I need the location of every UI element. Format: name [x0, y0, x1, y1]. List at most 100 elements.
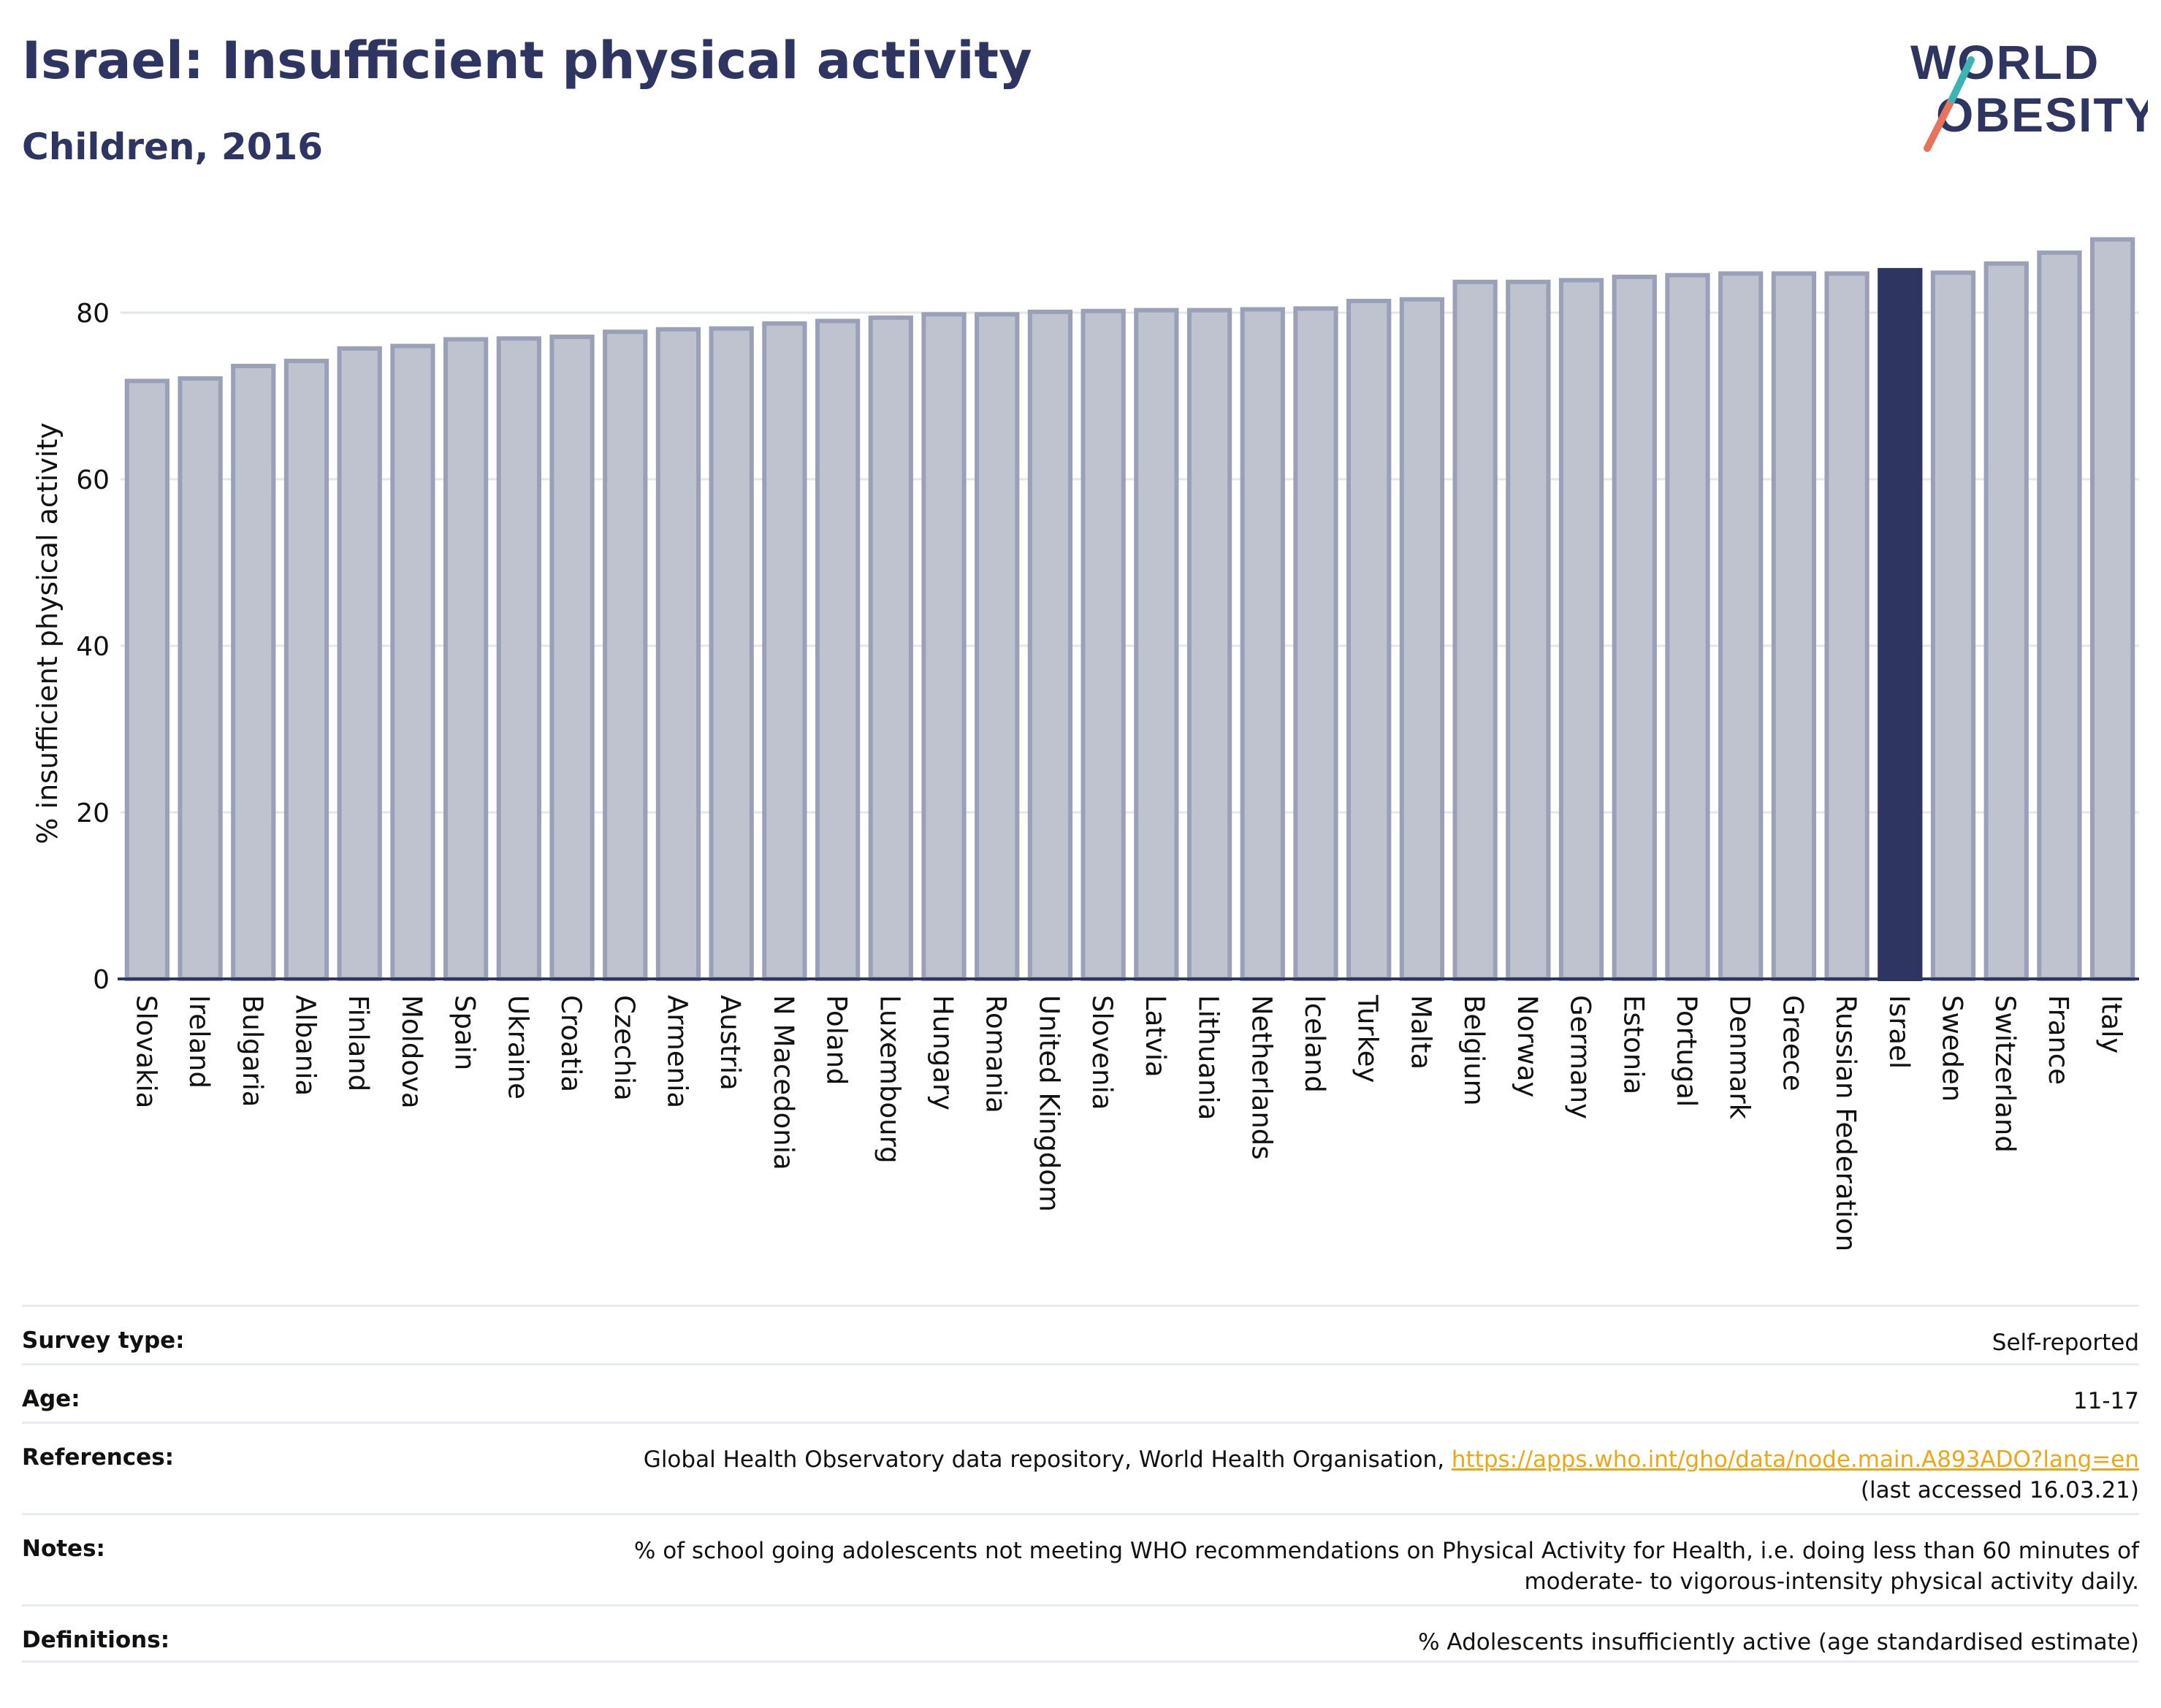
x-tick-label: Sweden — [1937, 995, 1968, 1102]
notes-value: % of school going adolescents not meetin… — [634, 1536, 2139, 1597]
bar-slovenia — [1080, 308, 1126, 982]
bar-turkey — [1346, 299, 1392, 982]
x-tick-label: Bulgaria — [237, 995, 268, 1107]
x-tick-label: Hungary — [927, 995, 958, 1110]
x-tick-label: Armenia — [661, 995, 693, 1108]
x-tick-label: Spain — [449, 995, 481, 1070]
bar-estonia — [1612, 274, 1657, 982]
bar-poland — [815, 319, 861, 981]
bar-albania — [283, 359, 329, 981]
age-value: 11-17 — [2073, 1388, 2139, 1414]
survey-type-value: Self-reported — [1992, 1330, 2139, 1356]
x-tick-label: Moldova — [396, 995, 427, 1109]
bar-israel — [1878, 267, 1923, 981]
references-value: Global Health Observatory data repositor… — [644, 1444, 2139, 1506]
x-tick-label: Finland — [343, 995, 374, 1091]
x-tick-label: Italy — [2096, 995, 2127, 1053]
x-tick-label: Croatia — [555, 995, 587, 1092]
world-obesity-logo: WORLD OBESITY — [1910, 35, 2148, 152]
bar-bulgaria — [231, 363, 276, 981]
bar-austria — [709, 326, 754, 982]
x-tick-label: Turkey — [1352, 994, 1384, 1083]
y-tick-label: 0 — [93, 965, 110, 995]
x-tick-label: Belgium — [1458, 995, 1490, 1106]
x-tick-label: Portugal — [1671, 995, 1702, 1107]
chart-title: Israel: Insufficient physical activity — [22, 31, 1032, 91]
bar-chart: 0 20 40 60 80 Slovakia Ireland Bulgaria Albania… — [31, 237, 2139, 1251]
x-tick-label: Greece — [1777, 995, 1808, 1091]
x-tick-label: Luxembourg — [874, 995, 905, 1164]
bar-latvia — [1134, 308, 1179, 981]
bar-belgium — [1452, 279, 1498, 981]
x-tick-label: Slovakia — [130, 995, 161, 1108]
bar-malta — [1399, 297, 1445, 981]
references-text: Global Health Observatory data repositor… — [643, 1446, 1452, 1473]
bar-italy — [2090, 237, 2135, 981]
bar-iceland — [1293, 306, 1338, 981]
chart-subtitle: Children, 2016 — [22, 126, 324, 168]
x-tick-label: Netherlands — [1246, 995, 1277, 1160]
bar-ukraine — [496, 336, 541, 981]
bar-france — [2037, 250, 2082, 982]
bar-portugal — [1665, 272, 1710, 981]
x-tick-label: Albania — [289, 995, 321, 1096]
bar-spain — [443, 337, 489, 982]
y-tick-label: 60 — [76, 465, 110, 495]
bar-luxembourg — [868, 315, 913, 981]
x-tick-label: N Macedonia — [768, 995, 799, 1170]
bar-norway — [1506, 279, 1551, 981]
references-label: References: — [22, 1444, 175, 1471]
bar-croatia — [549, 335, 595, 981]
bar-sweden — [1930, 270, 1976, 981]
references-accessed: (last accessed 16.03.21) — [1860, 1477, 2139, 1503]
x-tick-label: Ukraine — [502, 995, 533, 1099]
x-axis-labels: Slovakia Ireland Bulgaria Albania Finland Mol… — [130, 994, 2127, 1251]
bar-hungary — [921, 312, 967, 981]
x-tick-label: Denmark — [1724, 995, 1756, 1120]
notes-label: Notes: — [22, 1536, 105, 1562]
x-tick-label: Romania — [980, 995, 1012, 1113]
bar-netherlands — [1240, 307, 1285, 981]
x-tick-label: United Kingdom — [1033, 995, 1064, 1212]
bar-moldova — [390, 343, 435, 982]
survey-type-label: Survey type: — [22, 1327, 185, 1354]
bar-russian-federation — [1824, 271, 1870, 982]
x-tick-label: Malta — [1405, 995, 1436, 1070]
svg-text:WORLD: WORLD — [1910, 35, 2100, 89]
notes-line-2: moderate- to vigorous-intensity physical… — [1524, 1568, 2139, 1595]
x-tick-label: Switzerland — [1989, 995, 2021, 1153]
notes-row: Notes: % of school going adolescents not… — [22, 1513, 2139, 1604]
bar-greece — [1771, 271, 1817, 982]
age-row: Age: 11-17 — [22, 1363, 2139, 1422]
bar-romania — [975, 312, 1020, 981]
metadata-table: Survey type: Self-reported Age: 11-17 Re… — [22, 1305, 2139, 1663]
y-tick-label: 40 — [76, 632, 110, 662]
references-row: References: Global Health Observatory da… — [22, 1422, 2139, 1513]
notes-line-1: % of school going adolescents not meetin… — [633, 1538, 2139, 1564]
x-tick-label: France — [2043, 995, 2074, 1085]
bar-czechia — [603, 329, 648, 982]
survey-type-row: Survey type: Self-reported — [22, 1305, 2139, 1363]
bar-finland — [337, 346, 382, 981]
definitions-label: Definitions: — [22, 1627, 170, 1653]
x-tick-label: Iceland — [1299, 995, 1330, 1093]
x-tick-label: Russian Federation — [1830, 995, 1861, 1251]
x-tick-label: Latvia — [1140, 995, 1171, 1078]
bar-slovakia — [124, 378, 169, 981]
x-tick-label: Czechia — [609, 995, 640, 1101]
y-tick-label: 20 — [76, 798, 110, 828]
bar-lithuania — [1186, 308, 1232, 981]
definitions-row: Definitions: % Adolescents insufficientl… — [22, 1604, 2139, 1663]
y-axis-ticks: 0 20 40 60 80 — [76, 299, 110, 995]
x-tick-label: Austria — [714, 995, 746, 1091]
x-tick-label: Slovenia — [1086, 995, 1118, 1110]
x-tick-label: Poland — [821, 995, 853, 1086]
bar-n-macedonia — [762, 321, 807, 981]
x-tick-label: Lithuania — [1193, 995, 1224, 1120]
bar-denmark — [1718, 271, 1764, 982]
bar-united-kingdom — [1027, 309, 1073, 981]
y-tick-label: 80 — [76, 299, 110, 329]
references-link[interactable]: https://apps.who.int/gho/data/node.main.… — [1451, 1446, 2139, 1473]
definitions-value: % Adolescents insufficiently active (age… — [1418, 1629, 2139, 1655]
bar-germany — [1558, 278, 1604, 982]
